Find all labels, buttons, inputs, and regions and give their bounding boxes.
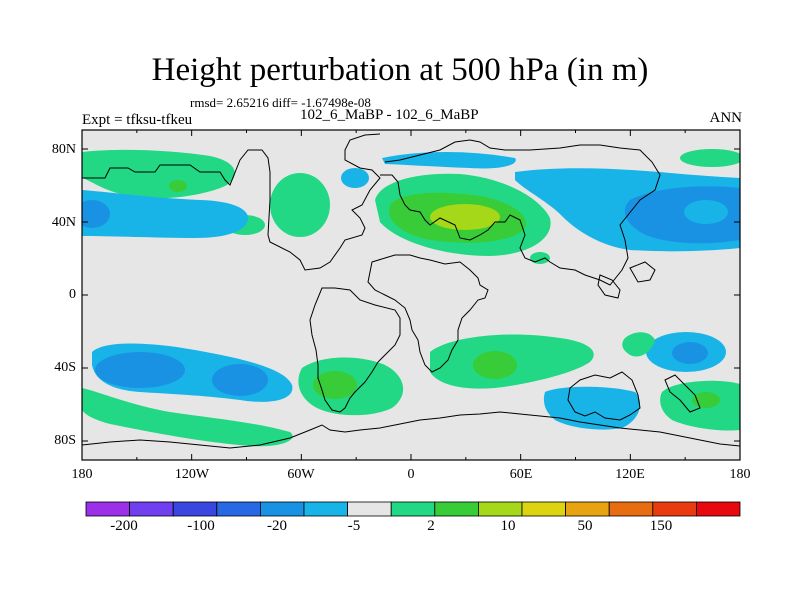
colorbar-label: 10 xyxy=(500,518,516,534)
colorbar-box xyxy=(521,501,566,517)
colorbar-box xyxy=(172,501,218,517)
lon-tick-label: 120E xyxy=(615,467,645,482)
lat-tick-label: 40N xyxy=(51,215,76,230)
coastline-australia xyxy=(567,371,641,421)
contour-region xyxy=(82,388,293,447)
coastline-antarctica xyxy=(82,411,740,449)
contour-region xyxy=(692,392,720,408)
plot-title: Height perturbation at 500 hPa (in m) xyxy=(151,52,649,88)
axis-ticks xyxy=(81,130,741,460)
lon-tick-label: 180 xyxy=(729,467,751,482)
colorbar-label: 50 xyxy=(577,518,593,534)
lat-tick-label: 80S xyxy=(54,433,76,448)
colorbar-box xyxy=(303,501,348,517)
colorbar-box xyxy=(477,501,523,517)
contour-region xyxy=(680,149,740,167)
colorbar-box xyxy=(347,501,392,517)
colorbar-box xyxy=(216,501,261,517)
lon-tick-label: 0 xyxy=(407,467,415,482)
colorbar-box xyxy=(259,501,305,517)
contour-region xyxy=(430,204,500,230)
colorbar-box xyxy=(129,501,174,517)
colorbar-box xyxy=(390,501,436,517)
colorbar-box xyxy=(85,501,130,517)
lat-tick-label: 80N xyxy=(51,142,76,157)
lon-tick-label: 120W xyxy=(174,467,210,482)
coastline-europe-asia xyxy=(380,139,661,286)
experiment-label: Expt = tfksu-tfkeu xyxy=(82,112,193,128)
contour-region xyxy=(684,200,728,224)
contour-region xyxy=(473,351,517,379)
colorbar-label: -5 xyxy=(347,518,361,534)
colorbar-box xyxy=(652,501,697,517)
colorbar-label: 150 xyxy=(649,518,673,534)
contour-region xyxy=(313,371,357,399)
coastline-asia-islands xyxy=(597,261,656,299)
coastlines xyxy=(82,133,740,449)
contour-region xyxy=(95,352,185,388)
contour-fills xyxy=(82,149,740,447)
lon-tick-label: 60W xyxy=(287,467,315,482)
contour-region xyxy=(82,200,110,228)
contour-region xyxy=(622,332,655,357)
contour-region xyxy=(530,252,550,264)
colorbar xyxy=(85,501,741,517)
plot-subtitle: 102_6_MaBP - 102_6_MaBP xyxy=(300,107,479,123)
colorbar-label: -20 xyxy=(267,518,287,534)
contour-region xyxy=(82,149,235,199)
coastline-south-america xyxy=(309,287,401,413)
season-label: ANN xyxy=(709,110,743,126)
contour-region xyxy=(212,364,268,396)
coastline-africa xyxy=(367,254,489,373)
lat-tick-label: 0 xyxy=(69,287,76,302)
colorbar-box xyxy=(696,501,741,517)
colorbar-label: 2 xyxy=(427,518,435,534)
colorbar-box xyxy=(434,501,479,517)
contour-region xyxy=(341,168,369,188)
contour-region xyxy=(672,342,708,364)
rmsd-stats: rmsd= 2.65216 diff= -1.67498e-08 xyxy=(190,95,371,110)
coastline-north-america xyxy=(82,133,381,271)
contour-region xyxy=(270,173,330,237)
contour-region xyxy=(82,190,249,238)
colorbar-label: -100 xyxy=(187,518,215,534)
colorbar-label: -200 xyxy=(110,518,138,534)
lat-tick-label: 40S xyxy=(54,360,76,375)
lon-tick-label: 60E xyxy=(509,467,533,482)
contour-region xyxy=(169,180,187,192)
lon-tick-label: 180 xyxy=(71,467,93,482)
coastline-new-zealand xyxy=(664,374,701,413)
colorbar-box xyxy=(565,501,610,517)
colorbar-box xyxy=(608,501,654,517)
